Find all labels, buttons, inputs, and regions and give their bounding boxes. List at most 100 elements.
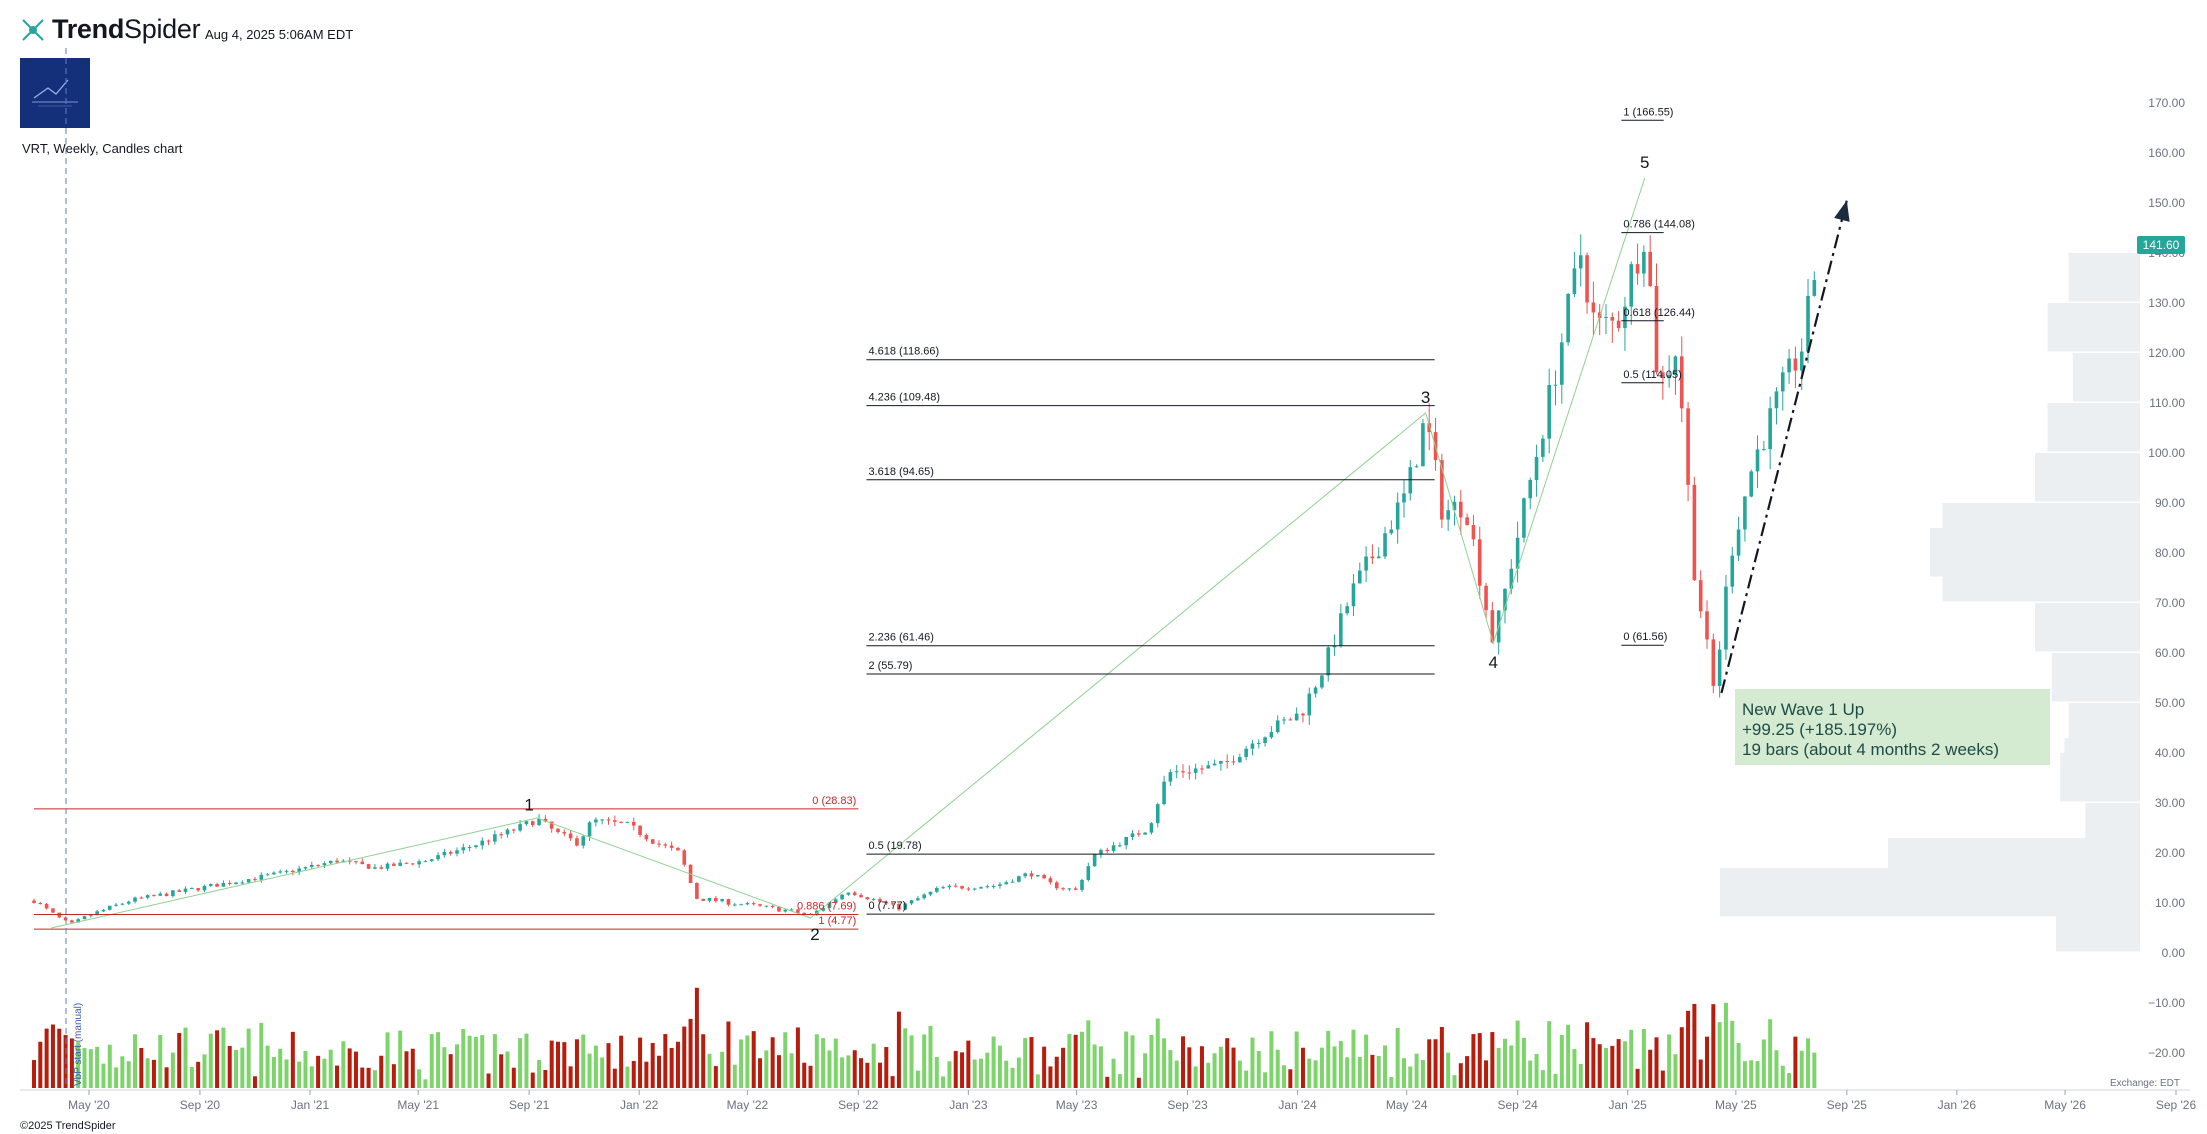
volume-bar	[1458, 1063, 1463, 1088]
volume-bar	[960, 1052, 965, 1088]
candle-body	[1383, 533, 1387, 557]
candle-body	[543, 818, 548, 822]
candles	[32, 234, 1817, 924]
candle-body	[240, 882, 245, 884]
volume-bar	[335, 1065, 340, 1088]
volume-bar	[644, 1061, 649, 1088]
candle-body	[1042, 875, 1046, 879]
wave-label: 3	[1421, 388, 1430, 407]
candle-body	[714, 897, 718, 902]
fib-label: 0 (28.83)	[812, 795, 856, 807]
volume-bar	[391, 1064, 396, 1088]
volume-bar	[1048, 1066, 1053, 1088]
volume-bar	[877, 1062, 882, 1088]
volume-bar	[1465, 1056, 1470, 1088]
volume-bar	[890, 1076, 895, 1088]
volume-bar	[1717, 1022, 1722, 1088]
volume-bar	[1477, 1033, 1482, 1088]
candle-body	[682, 850, 687, 865]
candle-body	[126, 901, 131, 904]
fib-label: 1 (4.77)	[818, 915, 856, 927]
candle-body	[859, 895, 863, 898]
volume-bar	[486, 1073, 491, 1088]
volume-bar	[341, 1041, 346, 1088]
candle-body	[524, 821, 529, 825]
fib-label: 2.236 (61.46)	[868, 632, 933, 644]
trendspider-logo-icon	[22, 18, 44, 41]
volume-bar	[1275, 1049, 1280, 1088]
volume-bar	[50, 1024, 55, 1088]
volume-bar	[581, 1034, 586, 1088]
candle-body	[1515, 537, 1520, 569]
volume-bar	[1168, 1050, 1173, 1088]
candle-body	[1471, 525, 1476, 540]
candle-body	[972, 888, 977, 890]
wave-annotation: New Wave 1 Up+99.25 (+185.197%)19 bars (…	[1735, 689, 2050, 765]
candle-body	[890, 903, 895, 905]
y-tick-label: 30.00	[2155, 796, 2185, 810]
candle-body	[101, 909, 106, 912]
volume-profile-bar	[1942, 553, 2140, 602]
candle-body	[1604, 316, 1608, 319]
candle-body	[650, 839, 655, 844]
candle-body	[751, 903, 756, 905]
volume-bar	[379, 1055, 384, 1088]
volume-bar	[366, 1067, 371, 1088]
volume-bar	[1736, 1042, 1741, 1088]
candle-body	[625, 821, 630, 823]
volume-bar	[259, 1022, 264, 1088]
x-tick-label: Jan '26	[1938, 1098, 1977, 1112]
projection-arrowhead	[1834, 200, 1850, 222]
x-tick-label: Sep '20	[180, 1098, 221, 1112]
candle-body	[720, 899, 724, 902]
candle-body	[1717, 649, 1722, 686]
candle-body	[758, 904, 762, 906]
volume-bar	[309, 1066, 314, 1088]
volume-bar	[467, 1035, 472, 1088]
fib-label: 0.786 (144.08)	[1623, 219, 1695, 231]
volume-bar	[88, 1049, 93, 1088]
candle-body	[38, 902, 43, 904]
volume-bar	[164, 1067, 169, 1088]
volume-bar	[1629, 1029, 1634, 1088]
volume-bar	[1705, 1036, 1710, 1088]
volume-bar	[177, 1032, 182, 1088]
candle-body	[707, 897, 712, 901]
volume-bar	[1389, 1077, 1394, 1088]
volume-bar	[1218, 1046, 1223, 1088]
volume-bar	[739, 1039, 744, 1088]
volume-bar	[1364, 1034, 1369, 1088]
candle-body	[1616, 320, 1621, 329]
candle-body	[587, 822, 592, 837]
volume-bar	[454, 1044, 459, 1088]
candle-body	[1181, 771, 1185, 773]
volume-bar	[82, 1048, 87, 1088]
candle-body	[840, 894, 844, 900]
candle-body	[1010, 881, 1015, 883]
candle-body	[1762, 449, 1766, 451]
candle-body	[1143, 832, 1147, 835]
volume-bar	[543, 1069, 548, 1088]
volume-bar	[884, 1047, 889, 1088]
candle-body	[1054, 882, 1059, 889]
volume-bar	[852, 1050, 857, 1088]
volume-bar	[518, 1038, 523, 1088]
volume-bar	[1768, 1019, 1773, 1088]
volume-bar	[713, 1066, 718, 1088]
volume-bar	[44, 1028, 49, 1088]
volume-bar	[997, 1045, 1002, 1088]
volume-bar	[1067, 1033, 1072, 1088]
candle-body	[1212, 763, 1217, 766]
candle-body	[1036, 875, 1040, 877]
volume-bar	[701, 1034, 706, 1088]
candle-body	[360, 861, 365, 865]
volume-bar	[562, 1042, 567, 1088]
volume-profile-bar	[2060, 753, 2140, 802]
candle-body	[107, 905, 112, 910]
candle-body	[366, 864, 371, 869]
candle-body	[265, 874, 270, 876]
candle-body	[833, 899, 838, 903]
volume-bar	[120, 1056, 125, 1088]
volume-bar	[1269, 1031, 1274, 1088]
